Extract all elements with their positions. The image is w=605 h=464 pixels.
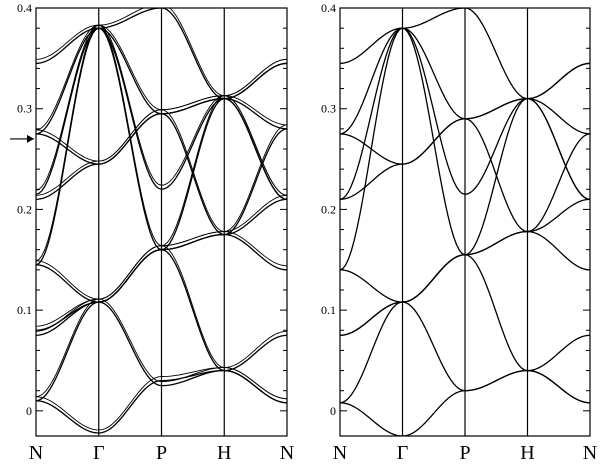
left-ytick-label: 0.2 bbox=[17, 202, 32, 216]
right-band-panel: 0 0.1 0.2 0.3 0.4 N Γ P H N bbox=[321, 1, 597, 464]
left-band-8 bbox=[36, 27, 287, 195]
right-arrow-icon bbox=[10, 134, 34, 143]
right-xtick-label: Γ bbox=[397, 442, 409, 464]
left-xtick-label: H bbox=[217, 442, 231, 464]
right-band-2 bbox=[340, 301, 590, 404]
left-band-2-split bbox=[36, 298, 287, 400]
left-xtick-label: Γ bbox=[93, 442, 105, 464]
right-ytick-label: 0.4 bbox=[321, 1, 336, 15]
left-band-panel: 0 0.1 0.2 0.3 0.4 N Γ P H N bbox=[10, 1, 294, 464]
right-bands bbox=[340, 8, 590, 436]
right-ytick-label: 0.1 bbox=[321, 303, 336, 317]
left-band-8-split bbox=[36, 24, 287, 191]
left-band-11 bbox=[36, 8, 287, 100]
right-ytick-label: 0.3 bbox=[321, 102, 336, 116]
right-xtick-label: H bbox=[520, 442, 534, 464]
right-band-11 bbox=[340, 8, 590, 100]
left-ytick-label: 0.1 bbox=[17, 303, 32, 317]
left-bands bbox=[36, 8, 287, 434]
left-xtick-label: N bbox=[29, 442, 43, 464]
right-ytick-label: 0.2 bbox=[321, 202, 336, 216]
left-band-2 bbox=[36, 301, 287, 404]
right-xtick-label: P bbox=[459, 442, 470, 464]
left-band-11-split bbox=[36, 8, 287, 97]
left-ytick-label: 0.3 bbox=[17, 102, 32, 116]
left-ytick-label: 0 bbox=[26, 404, 32, 418]
right-xtick-label: N bbox=[583, 442, 597, 464]
left-ytick-label: 0.4 bbox=[17, 1, 32, 15]
left-xtick-label: N bbox=[280, 442, 294, 464]
left-xtick-label: P bbox=[156, 442, 167, 464]
right-ytick-label: 0 bbox=[330, 404, 336, 418]
right-xtick-label: N bbox=[333, 442, 347, 464]
right-band-8 bbox=[340, 27, 590, 200]
